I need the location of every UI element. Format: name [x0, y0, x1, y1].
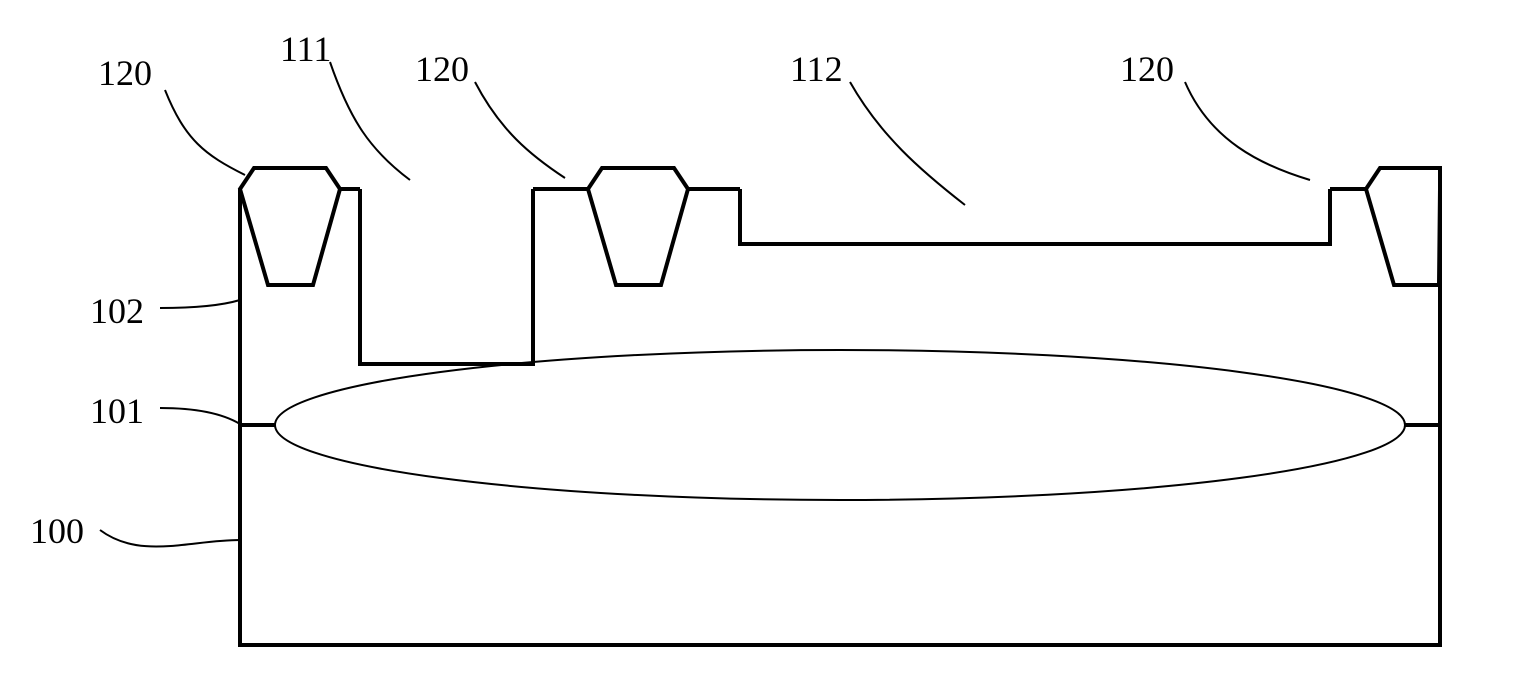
- label-l112: 112: [790, 48, 843, 90]
- leader-l120b: [475, 82, 565, 178]
- leader-l111: [330, 62, 410, 180]
- label-l111: 111: [280, 28, 331, 70]
- sti-region-1: [240, 168, 340, 285]
- leader-l102: [160, 300, 240, 308]
- leader-l112: [850, 82, 965, 205]
- label-l120c: 120: [1120, 48, 1174, 90]
- sti-region-2: [588, 168, 688, 285]
- leader-l120c: [1185, 82, 1310, 180]
- leader-l120a: [165, 90, 245, 175]
- label-l102: 102: [90, 290, 144, 332]
- label-l120a: 120: [98, 52, 152, 94]
- label-l100: 100: [30, 510, 84, 552]
- region-111: [360, 189, 533, 364]
- well-region-ellipse: [275, 350, 1405, 500]
- region-112: [740, 189, 1330, 244]
- label-l101: 101: [90, 390, 144, 432]
- leader-l100: [100, 530, 240, 547]
- leader-l101: [160, 408, 240, 424]
- label-l120b: 120: [415, 48, 469, 90]
- substrate-outline: [240, 189, 1440, 645]
- sti-region-3: [1366, 168, 1440, 285]
